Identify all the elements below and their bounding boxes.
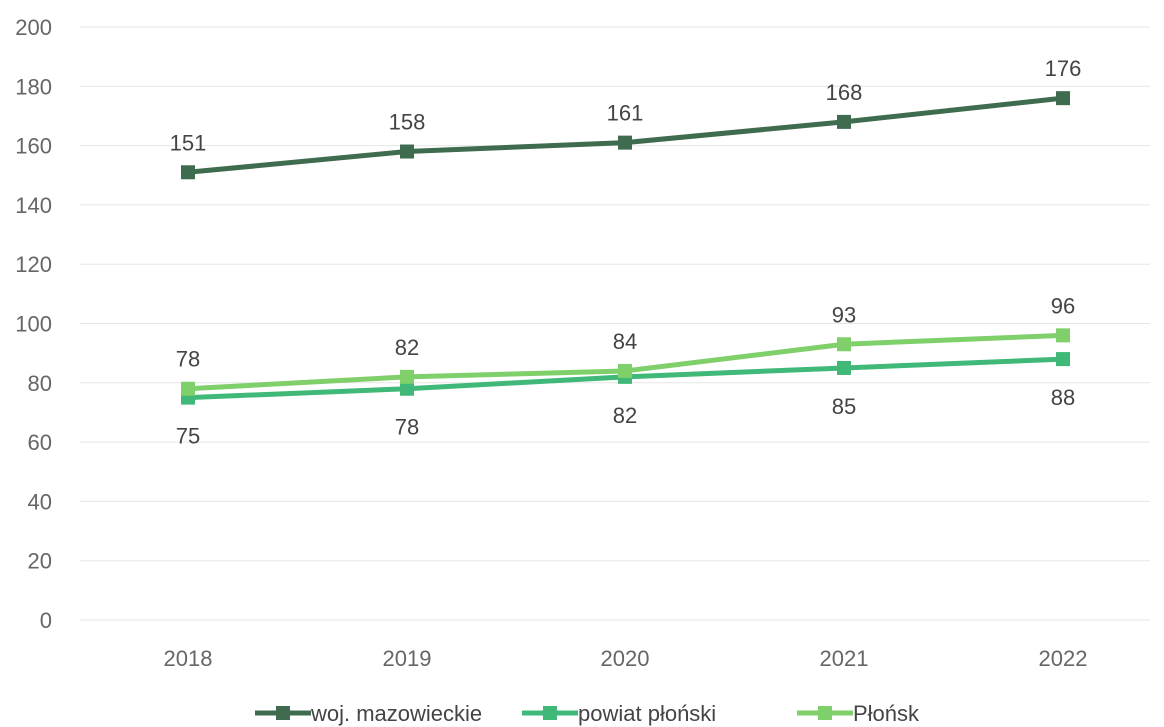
data-label: 168 bbox=[826, 80, 863, 105]
data-point-marker bbox=[1056, 91, 1070, 106]
data-label: 93 bbox=[832, 302, 856, 327]
data-point-marker bbox=[1056, 328, 1070, 343]
data-point-marker bbox=[837, 114, 851, 129]
data-point-marker bbox=[618, 135, 632, 150]
gridlines bbox=[80, 26, 1150, 621]
data-point-marker bbox=[400, 144, 414, 159]
data-point-marker bbox=[837, 337, 851, 352]
y-tick-label: 140 bbox=[15, 193, 52, 218]
y-tick-label: 80 bbox=[28, 371, 52, 396]
data-label: 84 bbox=[613, 329, 637, 354]
data-labels: 151 158 161 168 176 75 78 82 85 88 78 82 84 93 96 bbox=[170, 56, 1082, 448]
data-label: 96 bbox=[1051, 293, 1075, 318]
series-2 bbox=[181, 352, 1070, 405]
x-tick-label: 2021 bbox=[820, 646, 869, 671]
data-label: 75 bbox=[176, 424, 200, 449]
data-label: 88 bbox=[1051, 385, 1075, 410]
y-axis-ticks: 0 20 40 60 80 100 120 140 160 180 200 bbox=[15, 15, 52, 633]
y-tick-label: 40 bbox=[28, 489, 52, 514]
x-tick-label: 2020 bbox=[601, 646, 650, 671]
data-point-marker bbox=[181, 165, 195, 180]
y-tick-label: 160 bbox=[15, 134, 52, 159]
x-tick-label: 2022 bbox=[1039, 646, 1088, 671]
series-3 bbox=[181, 328, 1070, 396]
legend-label: powiat płoński bbox=[578, 701, 716, 726]
legend-marker-swatch bbox=[818, 706, 832, 720]
legend-item: powiat płoński bbox=[522, 701, 716, 726]
series-1 bbox=[181, 91, 1070, 180]
series-layer bbox=[181, 91, 1070, 405]
legend-marker-swatch bbox=[543, 706, 557, 720]
data-label: 158 bbox=[389, 110, 426, 135]
data-label: 151 bbox=[170, 130, 207, 155]
data-point-marker bbox=[400, 381, 414, 396]
data-point-marker bbox=[618, 363, 632, 378]
x-tick-label: 2018 bbox=[164, 646, 213, 671]
legend-label: woj. mazowieckie bbox=[310, 701, 482, 726]
y-tick-label: 120 bbox=[15, 252, 52, 277]
y-tick-label: 0 bbox=[40, 608, 52, 633]
y-tick-label: 180 bbox=[15, 74, 52, 99]
legend: woj. mazowieckie powiat płoński Płońsk bbox=[255, 701, 920, 726]
data-point-marker bbox=[837, 360, 851, 375]
legend-item: Płońsk bbox=[797, 701, 920, 726]
x-axis-ticks: 2018 2019 2020 2021 2022 bbox=[164, 646, 1088, 671]
data-label: 161 bbox=[607, 101, 644, 126]
data-label: 78 bbox=[176, 347, 200, 372]
x-tick-label: 2019 bbox=[383, 646, 432, 671]
legend-marker-swatch bbox=[276, 706, 290, 720]
y-tick-label: 60 bbox=[28, 430, 52, 455]
data-label: 78 bbox=[395, 415, 419, 440]
data-label: 85 bbox=[832, 394, 856, 419]
data-point-marker bbox=[1056, 352, 1070, 367]
data-point-marker bbox=[400, 369, 414, 384]
data-point-marker bbox=[181, 381, 195, 396]
y-tick-label: 100 bbox=[15, 312, 52, 337]
y-tick-label: 200 bbox=[15, 15, 52, 40]
data-label: 82 bbox=[395, 335, 419, 360]
data-label: 176 bbox=[1045, 56, 1082, 81]
legend-label: Płońsk bbox=[853, 701, 920, 726]
data-label: 82 bbox=[613, 403, 637, 428]
y-tick-label: 20 bbox=[28, 549, 52, 574]
legend-item: woj. mazowieckie bbox=[255, 701, 482, 726]
